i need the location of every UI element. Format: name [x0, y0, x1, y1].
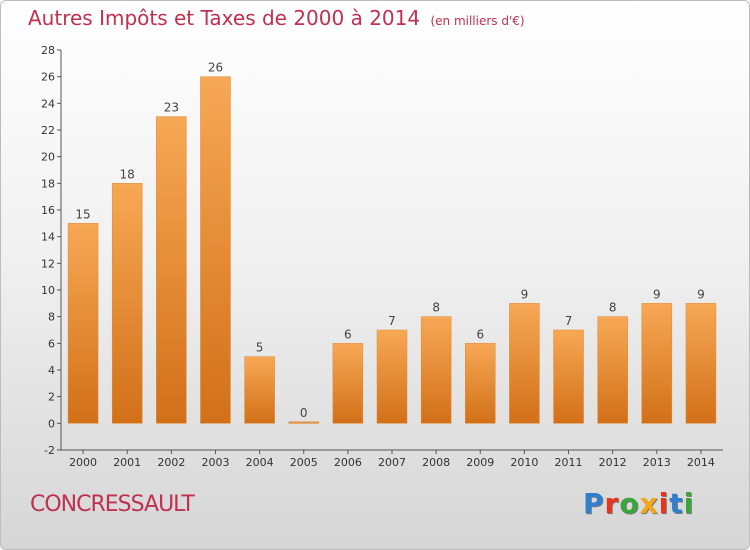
data-label: 9 — [653, 287, 661, 301]
logo-letter: i — [658, 487, 670, 520]
data-label: 0 — [300, 406, 308, 420]
data-label: 8 — [609, 301, 617, 315]
y-tick-label: 22 — [41, 124, 55, 137]
logo-letter: P — [583, 487, 605, 520]
x-tick-label: 2008 — [422, 456, 450, 469]
x-tick-label: 2009 — [466, 456, 494, 469]
proxiti-logo: Proxiti — [583, 487, 694, 520]
x-tick-label: 2006 — [334, 456, 362, 469]
chart-title: Autres Impôts et Taxes de 2000 à 2014 (e… — [28, 6, 525, 30]
data-label: 18 — [120, 167, 135, 181]
x-tick-label: 2000 — [69, 456, 97, 469]
y-tick-label: 8 — [48, 311, 55, 324]
x-tick-label: 2010 — [510, 456, 538, 469]
logo-letter: i — [683, 487, 695, 520]
x-tick-label: 2013 — [643, 456, 671, 469]
y-tick-label: -2 — [44, 444, 55, 457]
bar — [156, 116, 187, 424]
y-tick-label: 24 — [41, 97, 55, 110]
logo-letter: x — [639, 487, 659, 520]
x-tick-label: 2007 — [378, 456, 406, 469]
y-tick-label: 26 — [41, 71, 55, 84]
title-text: Autres Impôts et Taxes de 2000 à 2014 — [28, 6, 421, 30]
data-label: 23 — [164, 101, 179, 115]
bar — [685, 303, 717, 424]
x-tick-label: 2001 — [113, 456, 141, 469]
y-tick-label: 18 — [41, 177, 55, 190]
y-tick-label: 0 — [48, 417, 55, 430]
bar — [288, 421, 319, 424]
data-label: 15 — [75, 207, 90, 221]
bar — [200, 76, 231, 424]
y-tick-label: 6 — [48, 337, 55, 350]
bar — [420, 316, 452, 424]
logo-letter: t — [669, 487, 684, 520]
data-label: 7 — [565, 314, 573, 328]
x-tick-label: 2002 — [157, 456, 185, 469]
bar — [597, 316, 628, 424]
y-tick-label: 2 — [48, 391, 55, 404]
y-tick-label: 28 — [41, 44, 55, 57]
bar — [332, 343, 364, 424]
data-label: 9 — [697, 287, 705, 301]
data-label: 6 — [476, 327, 484, 341]
logo-letter: o — [619, 487, 640, 520]
x-tick-label: 2003 — [201, 456, 229, 469]
bar — [111, 183, 143, 424]
title-unit: (en milliers d'€) — [430, 14, 525, 28]
data-label: 8 — [432, 301, 440, 315]
x-tick-label: 2011 — [555, 456, 583, 469]
bar — [376, 329, 408, 424]
data-label: 7 — [388, 314, 396, 328]
y-tick-label: 20 — [41, 151, 55, 164]
bar — [641, 303, 673, 424]
bar — [509, 303, 540, 424]
y-tick-label: 14 — [41, 231, 55, 244]
x-tick-label: 2014 — [687, 456, 715, 469]
data-labels: 15 18 23 26 5 0 6 7 8 6 9 7 8 9 9 — [75, 61, 704, 420]
logo-letter: r — [604, 487, 620, 520]
x-tick-label: 2004 — [246, 456, 274, 469]
bars — [67, 76, 717, 424]
commune-name: CONCRESSAULT — [30, 492, 195, 517]
bar — [244, 356, 275, 424]
bar — [67, 223, 99, 424]
bar — [553, 329, 584, 424]
x-tick-label: 2005 — [290, 456, 318, 469]
data-label: 6 — [344, 327, 352, 341]
y-tick-label: 16 — [41, 204, 55, 217]
data-label: 9 — [521, 287, 529, 301]
y-tick-label: 10 — [41, 284, 55, 297]
bar — [465, 343, 496, 424]
data-label: 5 — [256, 341, 264, 355]
y-tick-label: 12 — [41, 257, 55, 270]
x-tick-label: 2012 — [599, 456, 627, 469]
data-label: 26 — [208, 61, 223, 75]
y-tick-label: 4 — [48, 364, 55, 377]
